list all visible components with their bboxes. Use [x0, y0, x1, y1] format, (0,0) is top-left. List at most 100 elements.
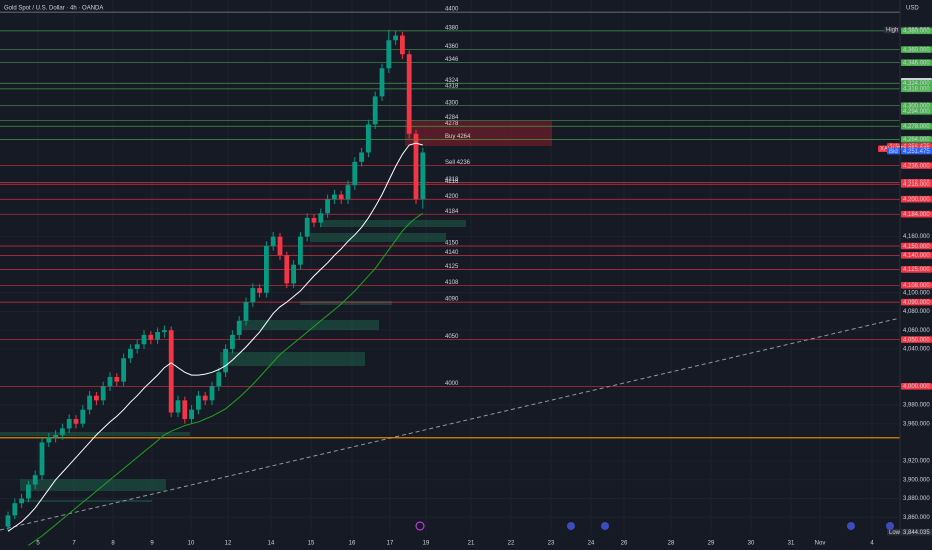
event-icon[interactable] — [886, 522, 894, 530]
level-label: 4000 — [445, 381, 459, 387]
candle-body — [372, 96, 378, 125]
candle-body — [250, 288, 256, 303]
x-tick-label: 22 — [508, 541, 515, 547]
candle-body — [182, 400, 188, 420]
candle-body — [386, 40, 392, 69]
candle-body — [46, 437, 52, 443]
price-box-label: 4,216.000 — [903, 182, 930, 188]
demand-zone — [310, 233, 446, 242]
x-tick-label: 7 — [72, 541, 76, 547]
y-tick-label: 3,960.000 — [903, 421, 930, 427]
demand-zone — [300, 301, 392, 305]
candle-body — [175, 400, 181, 413]
demand-zone — [20, 479, 166, 491]
price-box-label: 4,251.475 — [903, 149, 930, 155]
price-box-label: 4,050.000 — [903, 337, 930, 343]
candle-body — [94, 395, 99, 401]
x-tick-label: 19 — [423, 541, 430, 547]
level-label: 4050 — [445, 334, 459, 340]
x-tick-label: 14 — [268, 541, 275, 547]
level-label: 4218 — [445, 177, 459, 183]
price-box — [901, 102, 932, 109]
candle-body — [148, 334, 154, 340]
event-icon[interactable] — [415, 521, 425, 531]
level-label: 4278 — [445, 121, 459, 127]
price-box — [901, 210, 932, 218]
event-icon[interactable] — [567, 522, 575, 530]
x-tick-label: 31 — [788, 541, 795, 547]
y-tick-label: 3,920.000 — [903, 459, 930, 465]
price-box-label: 4,278.000 — [903, 124, 930, 130]
price-box-label: 4,200.000 — [903, 197, 930, 203]
y-tick-label: 4,080.000 — [903, 309, 930, 315]
price-box — [901, 147, 932, 155]
level-label: 4346 — [445, 57, 459, 63]
candle-body — [12, 503, 18, 516]
y-tick-label: 4,100.000 — [903, 290, 930, 296]
level-label: 4300 — [445, 100, 459, 106]
price-box — [901, 266, 932, 273]
price-tag — [884, 26, 900, 34]
candle-body — [413, 133, 419, 200]
price-box — [901, 79, 932, 87]
demand-zone — [220, 352, 365, 366]
moving-average — [28, 212, 424, 546]
level-label: 4125 — [445, 264, 459, 270]
level-label: 4108 — [445, 280, 459, 286]
price-box — [901, 336, 932, 343]
x-tick-label: 23 — [548, 541, 555, 547]
price-box-label: 4,140.000 — [903, 253, 930, 259]
moving-average — [7, 142, 423, 532]
candle-body — [400, 35, 405, 55]
price-box — [901, 27, 932, 35]
price-tag — [887, 147, 900, 155]
candle-body — [277, 236, 283, 256]
demand-zone — [20, 500, 152, 502]
candle-body — [236, 320, 242, 335]
y-tick-label: 3,900.000 — [903, 477, 930, 483]
event-icons — [415, 521, 894, 531]
candle-body — [32, 475, 38, 485]
price-box — [901, 528, 932, 536]
candle-body — [332, 194, 337, 200]
sell-zone — [405, 121, 552, 146]
candle-body — [318, 213, 324, 223]
level-label: 4400 — [445, 7, 459, 13]
x-tick-label: 15 — [308, 541, 315, 547]
price-box-label: 4,318.000 — [903, 87, 930, 93]
price-box-label: 4,380.000 — [903, 29, 930, 35]
candle-body — [223, 348, 228, 373]
axis-labels: 4,160.000 4,100.000 4,080.000 4,060.000 4,04… — [36, 26, 932, 547]
candle-body — [393, 35, 398, 41]
level-label: 4090 — [445, 297, 459, 303]
price-box-label: 4,150.000 — [903, 244, 930, 250]
event-icon[interactable] — [847, 522, 855, 530]
y-tick-label: 3,860.000 — [903, 515, 930, 521]
candle-body — [73, 419, 79, 424]
price-box-label: 4,090.000 — [903, 300, 930, 306]
price-box-label: 4,346.000 — [903, 60, 930, 66]
candle-body — [53, 434, 58, 438]
y-tick-label: 4,060.000 — [903, 328, 930, 334]
candle-body — [270, 236, 276, 247]
x-tick-label: Nov — [815, 541, 826, 547]
price-tag — [887, 528, 900, 536]
x-tick-label: 16 — [349, 541, 356, 547]
price-box-label: 3,844.035 — [903, 530, 930, 536]
level-label: 4360 — [445, 44, 459, 50]
x-tick-label: 26 — [621, 541, 628, 547]
price-box-label: 4,000.000 — [903, 384, 930, 390]
event-icon[interactable] — [601, 522, 609, 530]
price-box — [901, 59, 932, 66]
demand-zone — [0, 432, 190, 436]
price-box-label: 4,108.000 — [903, 283, 930, 289]
x-tick-label: 28 — [668, 541, 675, 547]
candle-body — [168, 330, 174, 413]
plot — [5, 29, 426, 546]
candle-body — [196, 395, 201, 410]
price-tag-label: Bid — [889, 149, 898, 155]
trend-line — [0, 317, 901, 531]
price-box-label: 4,236.000 — [903, 163, 930, 169]
